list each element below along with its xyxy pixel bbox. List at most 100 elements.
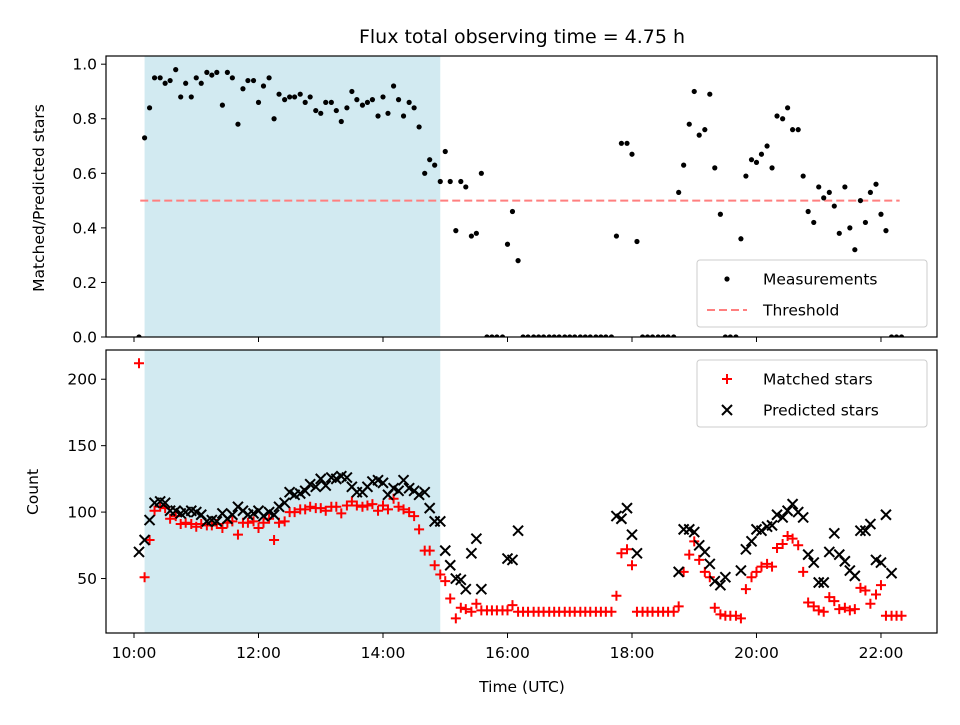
predicted-stars-point [818,576,830,589]
measurements-point [753,159,760,165]
matched-stars-point [409,511,420,522]
measurements-point [789,127,796,133]
measurements-point [873,181,879,187]
measurements-point [660,334,666,337]
predicted-stars-point [786,498,799,510]
matched-stars-point [870,589,881,600]
measurements-point [603,334,609,337]
measurements-point [847,225,853,231]
matched-stars-point [460,604,471,615]
matched-stars-point [336,508,347,519]
predicted-stars-point [470,532,483,545]
x-axis-label: Time (UTC) [478,678,565,696]
measurements-point [722,334,728,337]
predicted-stars-point [143,514,156,526]
matched-stars-point [684,549,695,560]
predicted-stars-point [714,579,727,591]
measurements-point [608,334,615,337]
measurements-point [416,124,422,130]
predicted-stars-point [315,473,327,485]
measurements-point [167,77,173,84]
measurements-point [183,80,189,86]
measurements-point [219,102,226,108]
matched-stars-point [253,523,264,534]
predicted-stars-point [875,556,887,569]
measurements-point [245,77,251,84]
predicted-stars-point [512,524,524,537]
matched-stars-point [429,560,440,571]
matched-stars-point [860,585,871,596]
matched-stars-point [398,504,409,515]
bottom-y-tick-label: 50 [77,570,97,588]
measurements-point [468,233,474,239]
top-legend-label: Measurements [763,271,878,289]
predicted-stars-point [626,528,638,541]
measurements-point [536,334,542,337]
measurements-point [618,140,625,146]
measurements-point [676,189,682,196]
predicted-stars-point [864,518,877,530]
measurements-point [473,230,479,236]
measurements-point [816,184,822,190]
predicted-stars-point [813,576,825,589]
matched-stars-point [793,540,804,551]
matched-stars-point [466,606,477,617]
predicted-stars-point [460,583,472,595]
measurements-point [224,69,230,75]
measurements-point [214,69,220,75]
predicted-stars-point [211,515,223,528]
measurements-point [349,88,355,95]
matched-stars-point [320,505,331,516]
measurements-point [209,72,215,78]
measurements-point [898,334,905,337]
measurements-point [338,118,344,125]
matched-stars-point [767,561,778,572]
measurements-point [805,208,811,215]
matched-stars-point [875,580,886,591]
measurements-point [826,189,832,196]
predicted-stars-point [802,548,814,561]
predicted-stars-point [273,501,285,513]
measurements-point [862,219,869,226]
predicted-stars-point [138,534,151,546]
matched-stars-point [180,517,191,528]
measurements-point [774,113,780,119]
measurements-point [727,334,733,337]
bottom-x-tick-label: 16:00 [485,644,530,662]
matched-stars-point [331,501,342,512]
measurements-point [385,110,391,116]
measurements-point [577,334,583,337]
measurements-point [240,86,246,92]
predicted-stars-point [475,583,488,595]
predicted-stars-point [159,497,171,509]
measurements-point [380,94,386,100]
predicted-stars-point [310,481,322,493]
measurements-point [785,105,791,111]
measurements-point [395,97,402,103]
predicted-stars-point [299,485,311,497]
measurements-point [733,334,739,337]
measurements-point [525,334,531,337]
predicted-stars-point [615,513,628,525]
measurements-point [702,127,708,133]
matched-stars-point [740,584,751,595]
measurements-point [665,334,671,337]
measurements-point [811,219,817,226]
measurements-point [437,178,443,185]
bottom-plot-area [133,358,907,624]
measurements-point [655,334,661,337]
matched-stars-point [367,499,378,510]
measurements-point [313,107,319,114]
matched-stars-point [258,517,269,528]
matched-stars-point [709,602,720,613]
measurements-point [707,91,713,97]
measurements-point [463,184,469,190]
predicted-stars-point [257,510,270,522]
measurements-point [141,135,148,141]
predicted-stars-point [735,564,747,577]
measurements-point [515,258,521,264]
measurements-point [546,334,552,337]
measurements-point [162,80,168,86]
measurements-point [178,94,184,100]
